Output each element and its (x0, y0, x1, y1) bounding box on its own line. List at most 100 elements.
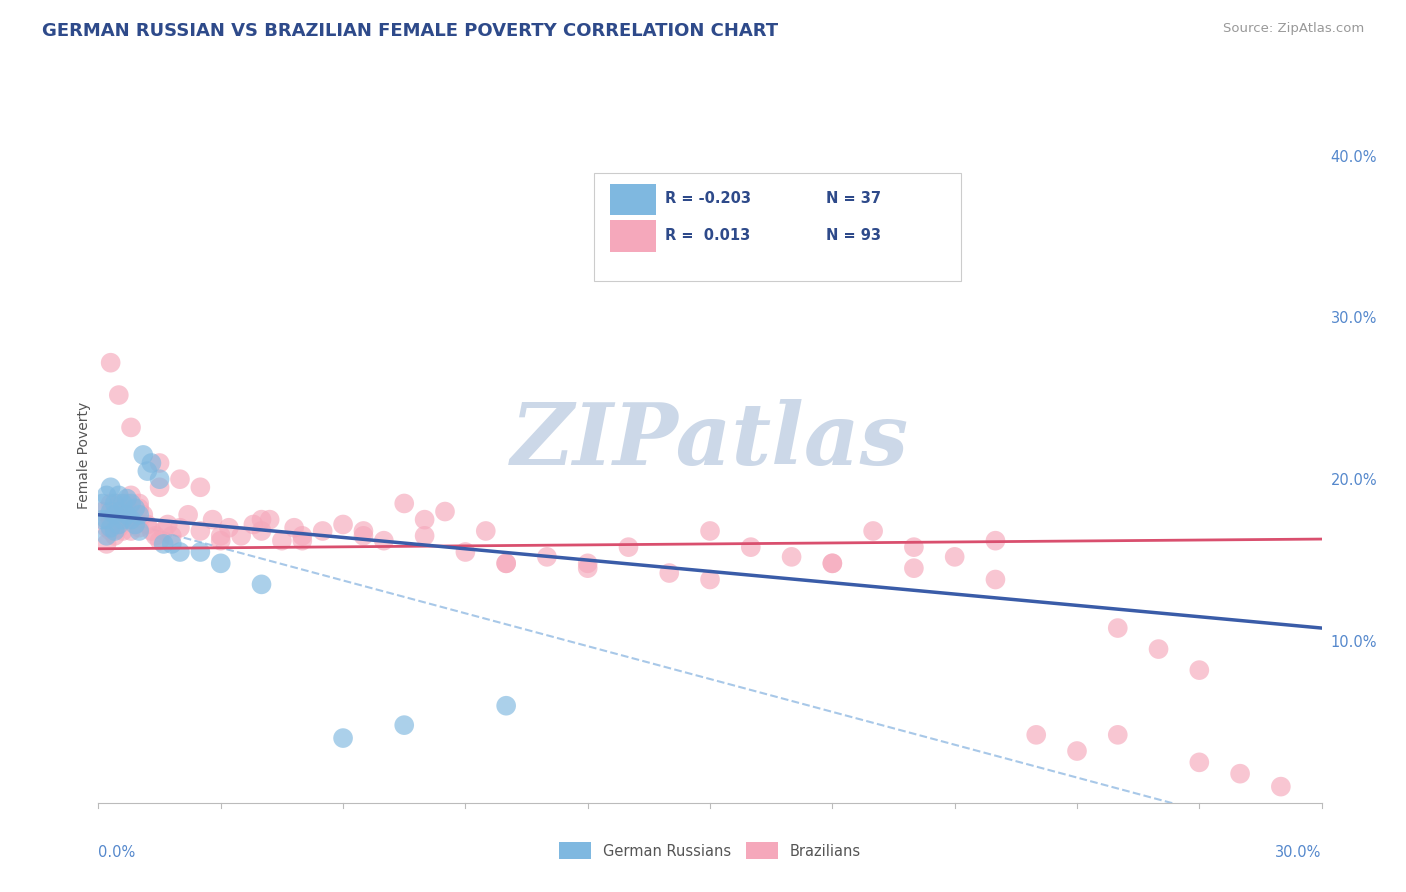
Point (291, 529, 314, 543)
Point (100, 521, 122, 535)
Point (495, 557, 517, 571)
Point (352, 529, 374, 543)
Point (259, 513, 281, 527)
Point (104, 508, 127, 522)
Point (96, 537, 118, 551)
Point (149, 480, 172, 494)
Point (1229, 766, 1251, 780)
Text: R =  0.013: R = 0.013 (665, 228, 749, 244)
Point (91, 513, 114, 527)
Point (136, 517, 159, 532)
Point (152, 537, 174, 551)
Point (434, 504, 457, 518)
Point (740, 540, 762, 554)
Point (96, 521, 118, 535)
Point (124, 501, 146, 516)
Point (100, 356, 122, 370)
Point (373, 533, 395, 548)
Point (115, 496, 138, 510)
Point (270, 533, 294, 548)
Point (91, 504, 114, 518)
Point (100, 496, 122, 510)
Point (312, 524, 335, 538)
Point (120, 496, 142, 510)
Point (120, 524, 142, 538)
Point (943, 549, 966, 564)
Point (291, 533, 314, 548)
Point (128, 524, 150, 538)
Point (108, 504, 131, 518)
Point (141, 524, 163, 538)
Point (141, 456, 163, 470)
Point (136, 464, 159, 478)
Point (100, 524, 122, 538)
Point (218, 521, 240, 535)
Point (169, 521, 191, 535)
Point (96, 513, 118, 527)
Point (104, 529, 127, 543)
Point (576, 561, 599, 575)
Point (149, 533, 172, 548)
Point (104, 496, 127, 510)
Point (984, 533, 1007, 548)
Point (108, 388, 131, 402)
Point (108, 517, 131, 532)
Point (250, 513, 273, 527)
Point (699, 524, 721, 538)
Point (124, 513, 146, 527)
Point (132, 448, 155, 462)
Point (1066, 744, 1088, 758)
Point (188, 524, 212, 538)
Point (100, 504, 122, 518)
Point (903, 540, 925, 554)
Point (699, 573, 721, 587)
Text: R = -0.203: R = -0.203 (665, 192, 751, 206)
FancyBboxPatch shape (610, 184, 657, 215)
Point (108, 488, 131, 502)
Point (209, 533, 232, 548)
Point (332, 731, 354, 745)
Point (169, 545, 191, 559)
Point (283, 521, 305, 535)
Point (332, 517, 354, 532)
Point (862, 524, 884, 538)
Point (177, 508, 200, 522)
Point (100, 513, 122, 527)
Point (111, 524, 134, 538)
Point (821, 557, 844, 571)
FancyBboxPatch shape (610, 220, 657, 252)
Point (352, 524, 374, 538)
Point (160, 537, 183, 551)
FancyBboxPatch shape (593, 173, 960, 281)
Point (152, 524, 174, 538)
Point (1188, 663, 1211, 677)
Point (188, 480, 212, 494)
Point (104, 524, 127, 538)
Point (392, 718, 416, 732)
Point (201, 513, 224, 527)
Point (104, 508, 127, 522)
Y-axis label: Female Poverty: Female Poverty (77, 401, 91, 508)
Point (474, 524, 498, 538)
Text: 0.0%: 0.0% (98, 845, 135, 860)
Point (115, 491, 138, 506)
Point (128, 508, 150, 522)
Point (124, 517, 146, 532)
Text: GERMAN RUSSIAN VS BRAZILIAN FEMALE POVERTY CORRELATION CHART: GERMAN RUSSIAN VS BRAZILIAN FEMALE POVER… (42, 22, 779, 40)
Point (188, 545, 212, 559)
Point (617, 540, 640, 554)
Point (149, 472, 172, 486)
Point (120, 504, 142, 518)
Point (413, 513, 436, 527)
Point (576, 557, 599, 571)
Point (120, 513, 142, 527)
Point (495, 698, 517, 713)
Point (128, 496, 150, 510)
Text: Source: ZipAtlas.com: Source: ZipAtlas.com (1223, 22, 1364, 36)
Point (160, 529, 183, 543)
Point (903, 561, 925, 575)
Point (231, 529, 253, 543)
Legend: German Russians, Brazilians: German Russians, Brazilians (554, 837, 866, 865)
Point (96, 488, 118, 502)
Point (120, 420, 142, 434)
